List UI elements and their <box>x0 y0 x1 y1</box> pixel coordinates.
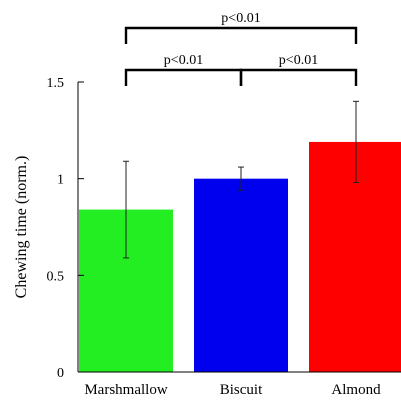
error-bars <box>123 100 359 259</box>
axes <box>77 82 401 373</box>
category-label-marshmallow: Marshmallow <box>84 382 167 398</box>
y-tick-label: 0 <box>57 366 64 381</box>
significance-label: p<0.01 <box>279 53 318 68</box>
y-tick-label: 1.5 <box>47 76 65 91</box>
error-bar-marshmallow <box>123 160 129 259</box>
significance-bracket: p<0.01 <box>239 53 358 86</box>
error-bar-biscuit <box>238 166 244 191</box>
y-tick-label: 0.5 <box>47 269 65 284</box>
significance-label: p<0.01 <box>221 11 260 26</box>
bar-almond <box>309 141 401 372</box>
y-axis-title: Chewing time (norm.) <box>13 156 30 299</box>
significance-bracket: p<0.01 <box>124 53 243 86</box>
category-label-biscuit: Biscuit <box>220 382 263 398</box>
error-bar-almond <box>353 100 359 184</box>
category-label-almond: Almond <box>331 382 381 398</box>
significance-bracket: p<0.01 <box>124 11 358 44</box>
y-ticks: 0 0.5 1 1.5 <box>47 76 84 381</box>
category-labels: Marshmallow Biscuit Almond <box>84 382 381 398</box>
bars <box>79 141 401 372</box>
significance-brackets: p<0.01 p<0.01 p<0.01 <box>124 11 358 86</box>
y-tick-label: 1 <box>57 173 64 188</box>
bar-biscuit <box>194 178 288 372</box>
significance-label: p<0.01 <box>164 53 203 68</box>
